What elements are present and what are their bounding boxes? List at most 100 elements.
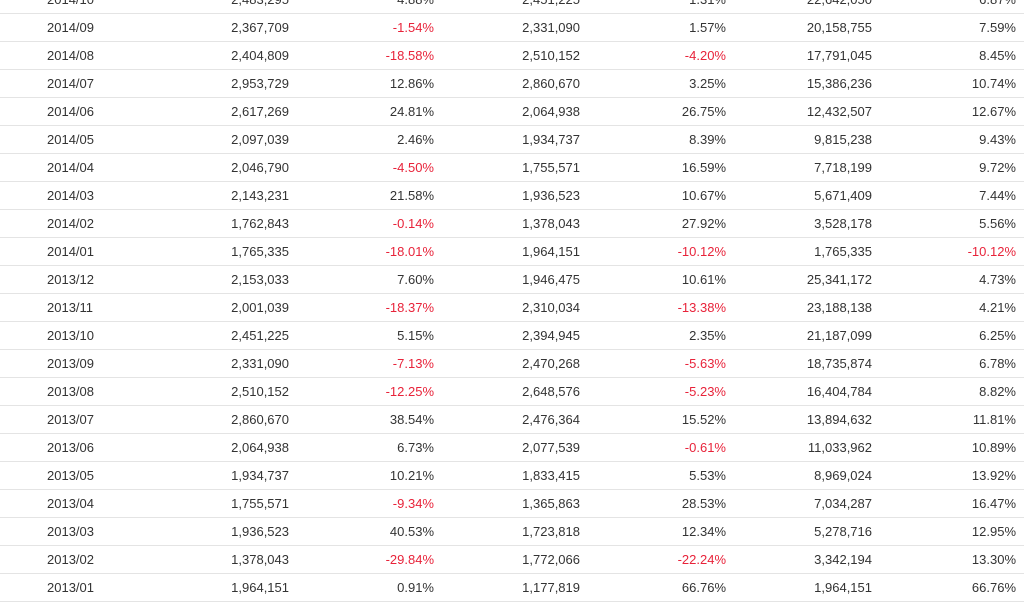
- percent-cell: 16.47%: [872, 489, 1024, 518]
- value-cell: 2,476,364: [434, 405, 580, 434]
- value-cell: 1,946,475: [434, 265, 580, 294]
- value-cell: 1,934,737: [160, 461, 289, 490]
- table-row: 2013/09 2,331,090 -7.13% 2,470,268 -5.63…: [0, 349, 1024, 378]
- percent-cell: 8.39%: [580, 125, 726, 154]
- cumulative-cell: 13,894,632: [726, 405, 872, 434]
- percent-cell: -22.24%: [580, 545, 726, 574]
- value-cell: 1,934,737: [434, 125, 580, 154]
- percent-cell: -13.38%: [580, 293, 726, 322]
- percent-cell: -12.25%: [289, 377, 434, 406]
- table-row: 2014/05 2,097,039 2.46% 1,934,737 8.39% …: [0, 125, 1024, 154]
- value-cell: 2,483,295: [160, 0, 289, 14]
- value-cell: 2,451,225: [160, 321, 289, 350]
- percent-cell: 10.67%: [580, 181, 726, 210]
- month-cell: 2013/08: [0, 377, 160, 406]
- value-cell: 2,953,729: [160, 69, 289, 98]
- percent-cell: 0.91%: [289, 573, 434, 602]
- value-cell: 1,765,335: [160, 237, 289, 266]
- month-cell: 2013/11: [0, 293, 160, 322]
- value-cell: 1,755,571: [434, 153, 580, 182]
- month-cell: 2014/06: [0, 97, 160, 126]
- cumulative-cell: 3,342,194: [726, 545, 872, 574]
- table-row: 2013/03 1,936,523 40.53% 1,723,818 12.34…: [0, 517, 1024, 546]
- percent-cell: 10.74%: [872, 69, 1024, 98]
- table-row: 2013/10 2,451,225 5.15% 2,394,945 2.35% …: [0, 321, 1024, 350]
- value-cell: 1,378,043: [160, 545, 289, 574]
- value-cell: 2,097,039: [160, 125, 289, 154]
- value-cell: 1,964,151: [160, 573, 289, 602]
- percent-cell: -10.12%: [580, 237, 726, 266]
- table-row: 2013/06 2,064,938 6.73% 2,077,539 -0.61%…: [0, 433, 1024, 462]
- table-row: 2013/02 1,378,043 -29.84% 1,772,066 -22.…: [0, 545, 1024, 574]
- month-cell: 2014/10: [0, 0, 160, 14]
- value-cell: 2,451,225: [434, 0, 580, 14]
- value-cell: 2,860,670: [160, 405, 289, 434]
- percent-cell: 6.25%: [872, 321, 1024, 350]
- percent-cell: -5.23%: [580, 377, 726, 406]
- percent-cell: 12.95%: [872, 517, 1024, 546]
- percent-cell: 26.75%: [580, 97, 726, 126]
- month-cell: 2013/05: [0, 461, 160, 490]
- percent-cell: 24.81%: [289, 97, 434, 126]
- percent-cell: 5.56%: [872, 209, 1024, 238]
- cumulative-cell: 20,158,755: [726, 13, 872, 42]
- month-cell: 2014/02: [0, 209, 160, 238]
- percent-cell: -18.37%: [289, 293, 434, 322]
- value-cell: 2,367,709: [160, 13, 289, 42]
- cumulative-cell: 11,033,962: [726, 433, 872, 462]
- cumulative-cell: 21,187,099: [726, 321, 872, 350]
- cumulative-cell: 9,815,238: [726, 125, 872, 154]
- cumulative-cell: 17,791,045: [726, 41, 872, 70]
- percent-cell: 12.67%: [872, 97, 1024, 126]
- table-row: 2013/12 2,153,033 7.60% 1,946,475 10.61%…: [0, 265, 1024, 294]
- cumulative-cell: 8,969,024: [726, 461, 872, 490]
- percent-cell: 13.92%: [872, 461, 1024, 490]
- percent-cell: -7.13%: [289, 349, 434, 378]
- month-cell: 2014/01: [0, 237, 160, 266]
- percent-cell: 6.87%: [872, 0, 1024, 14]
- percent-cell: 7.60%: [289, 265, 434, 294]
- table-row: 2014/08 2,404,809 -18.58% 2,510,152 -4.2…: [0, 41, 1024, 70]
- percent-cell: 11.81%: [872, 405, 1024, 434]
- percent-cell: 4.73%: [872, 265, 1024, 294]
- month-cell: 2013/06: [0, 433, 160, 462]
- table-row: 2013/07 2,860,670 38.54% 2,476,364 15.52…: [0, 405, 1024, 434]
- value-cell: 2,077,539: [434, 433, 580, 462]
- table-row: 2014/01 1,765,335 -18.01% 1,964,151 -10.…: [0, 237, 1024, 266]
- percent-cell: 10.21%: [289, 461, 434, 490]
- value-cell: 1,378,043: [434, 209, 580, 238]
- value-cell: 2,510,152: [160, 377, 289, 406]
- percent-cell: 1.57%: [580, 13, 726, 42]
- table-row: 2013/04 1,755,571 -9.34% 1,365,863 28.53…: [0, 489, 1024, 518]
- percent-cell: 28.53%: [580, 489, 726, 518]
- percent-cell: -18.58%: [289, 41, 434, 70]
- cumulative-cell: 15,386,236: [726, 69, 872, 98]
- value-cell: 1,964,151: [434, 237, 580, 266]
- percent-cell: 4.21%: [872, 293, 1024, 322]
- value-cell: 2,064,938: [434, 97, 580, 126]
- month-cell: 2014/05: [0, 125, 160, 154]
- value-cell: 2,153,033: [160, 265, 289, 294]
- percent-cell: 66.76%: [872, 573, 1024, 602]
- value-cell: 2,064,938: [160, 433, 289, 462]
- cumulative-cell: 7,034,287: [726, 489, 872, 518]
- percent-cell: 12.86%: [289, 69, 434, 98]
- value-cell: 2,648,576: [434, 377, 580, 406]
- value-cell: 1,177,819: [434, 573, 580, 602]
- value-cell: 1,936,523: [160, 517, 289, 546]
- percent-cell: 2.35%: [580, 321, 726, 350]
- value-cell: 2,310,034: [434, 293, 580, 322]
- month-cell: 2013/04: [0, 489, 160, 518]
- value-cell: 1,755,571: [160, 489, 289, 518]
- value-cell: 2,510,152: [434, 41, 580, 70]
- value-cell: 2,143,231: [160, 181, 289, 210]
- percent-cell: -0.61%: [580, 433, 726, 462]
- month-cell: 2013/12: [0, 265, 160, 294]
- percent-cell: 6.73%: [289, 433, 434, 462]
- value-cell: 2,404,809: [160, 41, 289, 70]
- percent-cell: -29.84%: [289, 545, 434, 574]
- percent-cell: 10.89%: [872, 433, 1024, 462]
- percent-cell: -4.20%: [580, 41, 726, 70]
- percent-cell: 3.25%: [580, 69, 726, 98]
- value-cell: 2,394,945: [434, 321, 580, 350]
